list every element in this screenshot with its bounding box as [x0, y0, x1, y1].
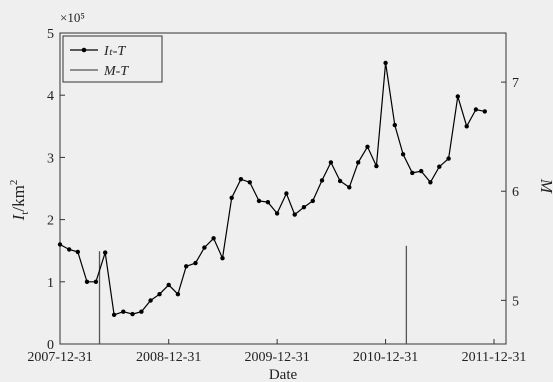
it-t-point: [464, 124, 469, 129]
it-t-point: [220, 256, 225, 261]
it-t-point: [229, 195, 234, 200]
it-t-point: [383, 60, 388, 66]
it-t-point: [148, 298, 153, 303]
it-t-point: [121, 309, 126, 314]
plot-area: [59, 32, 507, 345]
left-y-tick-label: 2: [47, 214, 54, 229]
x-tick-label: 2011-12-31: [462, 350, 527, 365]
it-t-point: [103, 250, 108, 255]
legend-box: [62, 35, 163, 83]
it-t-point: [347, 185, 352, 190]
it-t-point: [328, 160, 334, 165]
left-y-axis: 0 1 2 3 4 5: [47, 27, 65, 353]
it-t-point: [482, 109, 487, 114]
right-y-axis: 5 6 7: [501, 76, 519, 309]
it-t-point: [310, 198, 315, 204]
right-y-tick-label: 5: [512, 294, 519, 309]
it-t-point: [202, 245, 207, 250]
left-y-tick-label: 5: [47, 27, 54, 42]
it-t-point: [437, 164, 442, 169]
it-t-point: [193, 260, 198, 266]
m-t-series: [98, 245, 408, 344]
left-y-tick-label: 1: [47, 276, 54, 291]
legend-label-it-t: Iₜ-T: [103, 44, 126, 59]
it-t-point: [84, 279, 90, 284]
it-t-point: [184, 264, 189, 269]
left-y-axis-title: It/km2: [8, 180, 31, 222]
legend: Iₜ-T M-T: [62, 35, 163, 83]
it-t-point: [337, 178, 343, 184]
legend-it-marker: [81, 47, 87, 53]
it-t-point: [419, 168, 424, 174]
right-y-tick-label: 7: [512, 76, 519, 91]
legend-label-m-t: M-T: [103, 64, 129, 79]
it-t-point: [166, 282, 171, 288]
it-t-point: [319, 178, 325, 183]
it-t-point: [157, 292, 162, 297]
it-t-point: [400, 152, 406, 157]
x-tick-label: 2007-12-31: [27, 350, 92, 365]
it-t-point: [175, 292, 181, 297]
it-t-point: [428, 180, 433, 185]
it-t-point: [365, 144, 370, 149]
it-t-point: [274, 211, 280, 216]
left-y-tick-label: 3: [47, 151, 54, 166]
it-t-point: [75, 249, 81, 255]
right-y-tick-label: 6: [512, 185, 519, 200]
it-t-point: [292, 212, 297, 217]
it-t-point: [211, 236, 216, 241]
it-t-series: [57, 60, 487, 317]
right-y-axis-title: M: [537, 178, 553, 194]
it-t-point: [356, 160, 361, 165]
it-t-point: [265, 200, 271, 205]
it-t-point: [93, 279, 99, 284]
it-t-point: [256, 198, 262, 204]
it-t-point: [130, 311, 135, 317]
x-tick-label: 2008-12-31: [136, 350, 201, 365]
left-y-tick-label: 4: [47, 89, 54, 104]
it-t-point: [455, 94, 460, 99]
left-y-tick-label: 0: [47, 338, 54, 353]
x-tick-label: 2010-12-31: [353, 350, 418, 365]
it-t-point: [284, 191, 289, 196]
it-t-point: [410, 170, 415, 176]
it-t-point: [392, 122, 397, 128]
it-t-point: [301, 205, 307, 210]
it-t-point: [67, 247, 72, 252]
x-axis-title: Date: [269, 367, 298, 382]
x-axis: 2007-12-31 2008-12-31 2009-12-31 2010-12-31…: [27, 339, 526, 365]
it-t-point: [247, 180, 252, 185]
it-t-point: [374, 163, 379, 169]
svg-text:It/km2: It/km2: [8, 180, 31, 222]
it-t-point: [57, 242, 63, 247]
it-t-point: [446, 156, 451, 161]
x-tick-label: 2009-12-31: [244, 350, 309, 365]
y-multiplier-label: ×10⁵: [60, 10, 85, 25]
it-t-point: [139, 309, 144, 314]
it-t-point: [473, 107, 479, 112]
it-t-point: [111, 312, 117, 317]
it-t-point: [238, 177, 244, 182]
